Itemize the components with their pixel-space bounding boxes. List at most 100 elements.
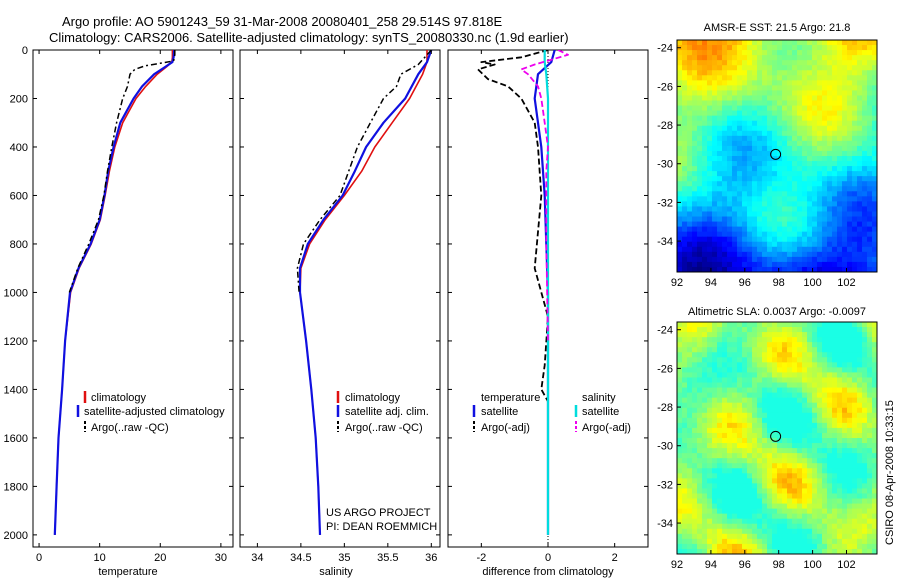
map-cell [742,523,748,530]
map-cell [682,513,688,520]
map-cell [822,488,828,495]
map-cell [822,140,828,147]
map-cell [707,135,713,142]
map-cell [797,473,803,479]
map-cell [742,513,748,520]
map-cell [702,327,708,333]
map-cell [752,382,758,389]
map-cell [867,322,873,328]
map-cell [737,125,743,132]
map-cell [697,377,703,384]
map-cell [762,196,768,202]
map-cell [802,145,808,152]
map-cell [737,50,743,56]
map-cell [817,256,823,263]
map-cell [842,171,848,177]
map-cell [707,508,713,515]
map-cell [697,105,703,112]
map-cell [777,145,783,152]
map-cell [862,171,868,177]
map-cell [822,443,828,449]
map-cell [702,216,708,223]
map-cell [812,443,818,449]
map-cell [782,412,788,419]
map-cell [732,448,738,454]
map-cell [692,362,698,368]
map-cell [837,65,843,71]
map-cell [787,357,793,363]
map-cell [677,322,683,328]
map-cell [737,513,743,520]
map-cell [852,60,858,66]
map-cell [847,95,853,102]
map-cell [842,422,848,429]
map-cell [752,448,758,454]
map-cell [847,161,853,167]
map-cell [822,392,828,399]
map-cell [872,90,877,97]
map-cell [717,246,723,253]
map-cell [792,347,798,353]
map-cell [682,347,688,353]
map-cell [862,332,868,338]
map-cell [812,261,818,268]
map-cell [727,548,733,554]
map-cell [707,443,713,449]
map-cell [702,140,708,147]
map-cell [782,226,788,233]
map-cell [677,402,683,409]
map-cell [722,236,728,243]
map-cell [697,337,703,343]
map-cell [862,176,868,182]
map-cell [817,216,823,223]
map-cell [827,196,833,202]
map-cell [857,392,863,399]
map-cell [852,130,858,137]
map-cell [832,246,838,253]
map-cell [777,538,783,545]
map-cell [677,75,683,81]
map-cell [687,438,693,444]
map-cell [757,443,763,449]
map-cell [832,412,838,419]
map-cell [757,483,763,490]
map-cell [837,322,843,328]
map-cell [867,382,873,389]
map-cell [787,45,793,51]
map-cell [772,120,778,127]
map-cell [802,70,808,76]
map-cell [782,407,788,414]
map-cell [802,513,808,520]
map-cell [807,342,813,348]
map-cell [782,543,788,550]
map-cell [687,115,693,122]
map-cell [722,327,728,333]
map-cell [872,65,877,71]
map-cell [857,528,863,535]
map-cell [837,337,843,343]
map-cell [717,392,723,399]
map-cell [677,513,683,520]
map-cell [807,231,813,238]
map-cell [742,246,748,253]
map-cell [782,236,788,243]
map-cell [677,488,683,495]
map-cell [767,372,773,379]
map-cell [852,221,858,228]
map-cell [822,523,828,530]
map-cell [677,533,683,540]
x-tick-label: -2 [476,552,486,564]
map-cell [862,523,868,530]
map-cell [817,473,823,479]
map-cell [812,55,818,61]
map-cell [677,206,683,213]
map-cell [837,191,843,197]
map-cell [862,191,868,197]
map-cell [832,171,838,177]
map-cell [812,407,818,414]
map-cell [677,352,683,358]
map-cell [837,392,843,399]
map-cell [812,95,818,102]
map-cell [682,150,688,157]
map-cell [807,221,813,228]
